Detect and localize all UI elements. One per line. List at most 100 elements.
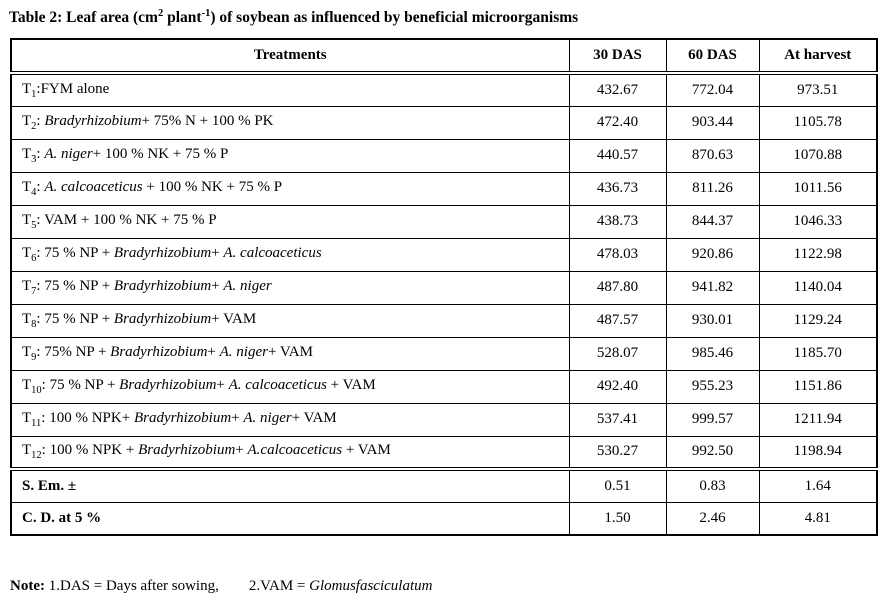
table-row: T5: VAM + 100 % NK + 75 % P 438.73 844.37 1… — [10, 204, 878, 239]
treatment-segment: A. niger — [219, 344, 268, 361]
treatment-segment: : — [36, 146, 45, 163]
treatment-segment: A. calcoaceticus — [223, 245, 322, 262]
value-cell: 1070.88 — [758, 138, 878, 173]
table-row: T7: 75 % NP + Bradyrhizobium+ A. niger 48… — [10, 270, 878, 305]
treatment-prefix: T — [22, 179, 32, 196]
value-cell: 438.73 — [568, 204, 667, 239]
treatment-segment: + — [235, 442, 248, 459]
value-cell: 930.01 — [665, 303, 760, 338]
treatment-subscript: 2 — [31, 121, 37, 133]
treatment-prefix: T — [22, 410, 32, 427]
treatment-segment: + VAM — [342, 442, 391, 459]
column-header-at-harvest: At harvest — [758, 38, 878, 76]
treatment-prefix: T — [22, 80, 32, 97]
table-row: T2: Bradyrhizobium+ 75% N + 100 % PK 472.… — [10, 105, 878, 140]
table-title-text: ) of soybean as influenced by beneficial… — [210, 9, 579, 27]
treatment-prefix: T — [22, 377, 32, 394]
value-cell: 436.73 — [568, 171, 667, 206]
treatment-segment: + — [231, 410, 244, 427]
treatment-segment: Bradyrhizobium — [133, 410, 232, 427]
value-cell: 1185.70 — [758, 336, 878, 371]
treatment-segment: + VAM — [267, 344, 313, 361]
treatment-segment: Bradyrhizobium — [110, 344, 208, 361]
value-cell: 1211.94 — [758, 402, 878, 437]
treatment-prefix: T — [22, 278, 32, 295]
footnote-italic-term: Glomusfasciculatum — [309, 578, 433, 595]
table-row: T8: 75 % NP + Bradyrhizobium+ VAM 487.57 9… — [10, 303, 878, 338]
value-cell: 530.27 — [568, 435, 667, 470]
treatment-segment: A. niger — [44, 146, 93, 163]
treatment-segment: Bradyrhizobium — [138, 442, 236, 459]
value-cell: 1.50 — [568, 501, 667, 536]
treatment-label: T7: 75 % NP + Bradyrhizobium+ A. niger — [10, 270, 570, 305]
treatment-segment: : 75 % NP + — [36, 278, 114, 295]
treatment-label: T11: 100 % NPK+ Bradyrhizobium+ A. niger… — [10, 402, 570, 437]
table-body: T1:FYM alone 432.67 772.04 973.51 T2: Bradyr… — [10, 72, 878, 536]
value-cell: 4.81 — [758, 501, 878, 536]
treatment-segment: :FYM alone — [36, 80, 110, 97]
table-title-text: plant — [163, 9, 202, 27]
treatment-segment: Bradyrhizobium — [113, 278, 212, 295]
treatment-segment: + VAM — [291, 410, 337, 427]
value-cell: 528.07 — [568, 336, 667, 371]
treatment-label: T10: 75 % NP + Bradyrhizobium+ A. calcoa… — [10, 369, 570, 404]
summary-row: S. Em. ±0.51 0.83 1.64 — [10, 467, 878, 503]
treatment-label: T4: A. calcoaceticus + 100 % NK + 75 % P — [10, 171, 570, 206]
value-cell: 1011.56 — [758, 171, 878, 206]
value-cell: 537.41 — [568, 402, 667, 437]
treatment-subscript: 8 — [31, 319, 37, 331]
treatment-subscript: 10 — [31, 385, 42, 397]
treatment-segment: A. calcoaceticus — [228, 377, 327, 394]
value-cell: 0.51 — [568, 467, 667, 503]
value-cell: 999.57 — [665, 402, 760, 437]
treatment-prefix: T — [22, 146, 32, 163]
value-cell: 772.04 — [665, 72, 760, 107]
table-row: T9: 75% NP + Bradyrhizobium+ A. niger+ V… — [10, 336, 878, 371]
table-title: Table 2: Leaf area (cm2 plant-1) of soyb… — [0, 0, 887, 27]
column-header-treatments: Treatments — [10, 38, 570, 76]
treatment-segment: Bradyrhizobium — [113, 245, 212, 262]
table-row: T1:FYM alone 432.67 772.04 973.51 — [10, 72, 878, 107]
treatment-label: T5: VAM + 100 % NK + 75 % P — [10, 204, 570, 239]
treatment-prefix: T — [22, 113, 32, 130]
treatment-segment: : 75% NP + — [36, 344, 111, 361]
value-cell: 844.37 — [665, 204, 760, 239]
treatment-segment: Bradyrhizobium — [113, 311, 212, 328]
value-cell: 811.26 — [665, 171, 760, 206]
treatment-subscript: 5 — [31, 220, 37, 232]
value-cell: 2.46 — [665, 501, 760, 536]
table-row: T4: A. calcoaceticus + 100 % NK + 75 % P… — [10, 171, 878, 206]
value-cell: 1151.86 — [758, 369, 878, 404]
treatment-segment: A.calcoaceticus — [247, 442, 343, 459]
value-cell: 941.82 — [665, 270, 760, 305]
footnote-label: Note: — [10, 578, 45, 595]
treatment-segment: A. niger — [223, 278, 272, 295]
table-row: T10: 75 % NP + Bradyrhizobium+ A. calcoa… — [10, 369, 878, 404]
column-header-60das: 60 DAS — [665, 38, 760, 76]
treatment-segment: : — [36, 179, 45, 196]
value-cell: 955.23 — [665, 369, 760, 404]
table-title-text: Table 2: Leaf area (cm — [9, 9, 158, 27]
treatment-label: T12: 100 % NPK + Bradyrhizobium+ A.calco… — [10, 435, 570, 470]
treatment-segment: : 100 % NPK+ — [41, 410, 134, 427]
treatment-subscript: 3 — [31, 154, 37, 166]
value-cell: 1.64 — [758, 467, 878, 503]
treatment-subscript: 11 — [31, 418, 42, 430]
leaf-area-table: Treatments 30 DAS 60 DAS At harvest T1:F… — [10, 38, 878, 537]
treatment-segment: : — [36, 113, 45, 130]
value-cell: 1122.98 — [758, 237, 878, 272]
treatment-label: T1:FYM alone — [10, 72, 570, 107]
treatment-subscript: 7 — [31, 286, 37, 298]
treatment-segment: + — [207, 344, 220, 361]
treatment-segment: : 75 % NP + — [41, 377, 120, 394]
summary-label: S. Em. ± — [10, 467, 570, 503]
treatment-subscript: 1 — [31, 88, 37, 100]
title-superscript: 2 — [157, 8, 164, 19]
value-cell: 432.67 — [568, 72, 667, 107]
title-superscript: -1 — [201, 8, 211, 19]
value-cell: 487.80 — [568, 270, 667, 305]
value-cell: 440.57 — [568, 138, 667, 173]
table-row: T12: 100 % NPK + Bradyrhizobium+ A.calco… — [10, 435, 878, 470]
treatment-label: T8: 75 % NP + Bradyrhizobium+ VAM — [10, 303, 570, 338]
treatment-segment: Bradyrhizobium — [119, 377, 217, 394]
